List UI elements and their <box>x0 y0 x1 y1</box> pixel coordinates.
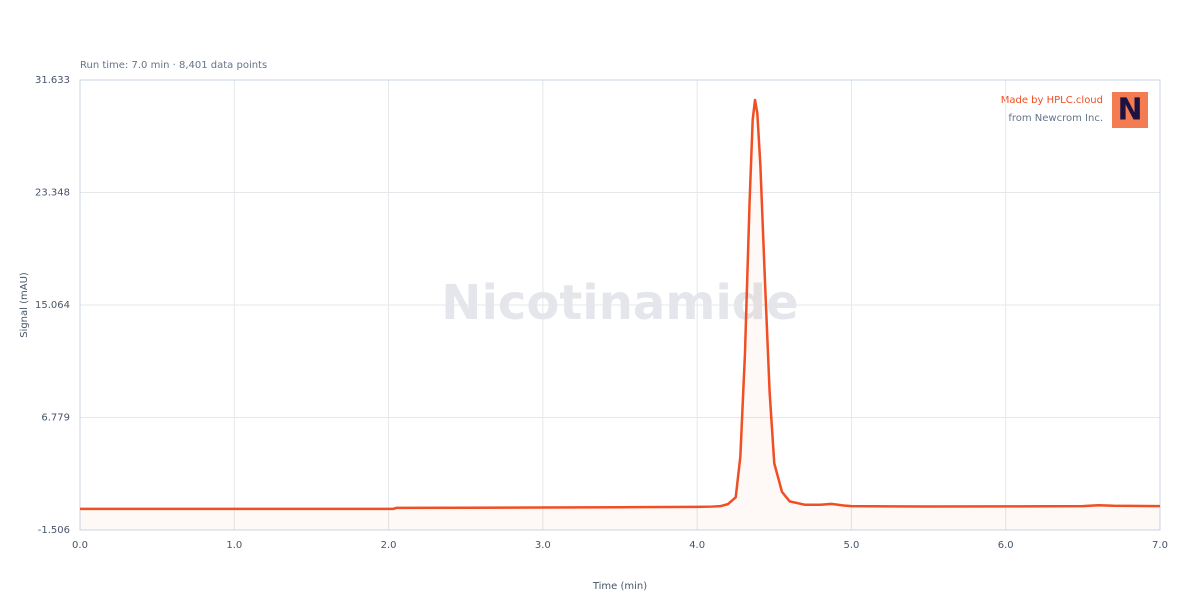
subtitle: Run time: 7.0 min · 8,401 data points <box>80 60 267 71</box>
plot-border <box>79 79 1161 531</box>
x-tick-label: 6.0 <box>998 540 1014 551</box>
x-tick-label: 4.0 <box>689 540 705 551</box>
x-tick-label: 3.0 <box>535 540 551 551</box>
x-tick-label: 5.0 <box>843 540 859 551</box>
x-tick-label: 1.0 <box>226 540 242 551</box>
x-tick-label: 7.0 <box>1152 540 1168 551</box>
x-tick-label: 0.0 <box>72 540 88 551</box>
y-axis-label: Signal (mAU) <box>19 272 30 338</box>
credit: Made by HPLC.cloud <box>1001 95 1103 106</box>
logo: N <box>1117 93 1142 128</box>
y-tick-label: 15.064 <box>35 300 70 311</box>
x-axis-label: Time (min) <box>592 581 647 592</box>
y-tick-label: 6.779 <box>41 412 70 423</box>
x-tick-label: 2.0 <box>381 540 397 551</box>
logo-box <box>1112 92 1148 128</box>
y-tick-label: -1.506 <box>38 525 70 536</box>
line <box>80 98 1161 511</box>
y-tick-label: 23.348 <box>35 188 70 199</box>
credit-sub: from Newcrom Inc. <box>1008 113 1103 124</box>
watermark: Nicotinamide <box>441 275 798 331</box>
y-tick-label: 31.633 <box>35 75 70 86</box>
